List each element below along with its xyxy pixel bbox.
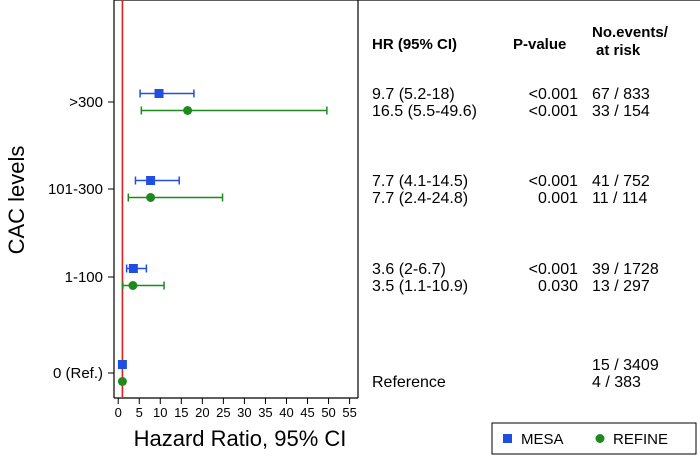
- category-label-300: >300: [69, 94, 103, 111]
- mesa-300-hr-text: 9.7 (5.2-18): [372, 86, 455, 103]
- mesa-300-p-value: <0.001: [529, 86, 578, 103]
- category-label-1-100: 1-100: [65, 269, 103, 286]
- x-tick-label-50: 50: [321, 405, 335, 420]
- refine-1-100-point: [128, 281, 138, 290]
- refine-300-hr-text: 16.5 (5.5-49.6): [372, 103, 477, 120]
- x-axis-title: Hazard Ratio, 95% CI: [134, 426, 347, 451]
- mesa-101-300-hr-text: 7.7 (4.1-14.5): [372, 173, 468, 190]
- mesa-300-events: 67 / 833: [592, 86, 650, 103]
- header-p-value: P-value: [513, 36, 566, 53]
- legend-refine-marker: [595, 434, 605, 443]
- x-tick-label-0: 0: [115, 405, 122, 420]
- refine-101-300-point: [146, 193, 156, 202]
- mesa-1-100-p-value: <0.001: [529, 261, 578, 278]
- mesa-0-ref-point: [117, 360, 127, 369]
- legend: MESA REFINE: [491, 422, 697, 455]
- refine-0-ref-hr-text: Reference: [372, 374, 446, 391]
- x-tick-label-10: 10: [153, 405, 167, 420]
- mesa-101-300-p-value: <0.001: [529, 173, 578, 190]
- category-label-101-300: 101-300: [48, 181, 103, 198]
- x-tick-label-55: 55: [342, 405, 356, 420]
- mesa-300-point: [154, 89, 164, 98]
- legend-box: [491, 422, 697, 455]
- mesa-101-300-events: 41 / 752: [592, 173, 650, 190]
- x-tick-label-25: 25: [216, 405, 230, 420]
- x-tick-label-15: 15: [174, 405, 188, 420]
- category-label-0-ref: 0 (Ref.): [53, 365, 103, 382]
- header-hr: HR (95% CI): [372, 36, 457, 53]
- header-events-line1: No.events/: [592, 24, 669, 41]
- legend-mesa-label: MESA: [521, 431, 564, 448]
- x-tick-label-30: 30: [237, 405, 251, 420]
- header-events-line2: at risk: [596, 42, 641, 59]
- refine-300-p-value: <0.001: [529, 103, 578, 120]
- y-axis-title: CAC levels: [4, 146, 29, 255]
- refine-300-events: 33 / 154: [592, 103, 650, 120]
- legend-refine-label: REFINE: [613, 431, 668, 448]
- refine-1-100-p-value: 0.030: [538, 278, 578, 295]
- refine-0-ref-events: 4 / 383: [592, 374, 641, 391]
- x-tick-label-5: 5: [136, 405, 143, 420]
- mesa-0-ref-events: 15 / 3409: [592, 357, 659, 374]
- refine-300-point: [183, 106, 193, 115]
- refine-101-300-p-value: 0.001: [538, 190, 578, 207]
- refine-1-100-events: 13 / 297: [592, 278, 650, 295]
- refine-101-300-events: 11 / 114: [592, 190, 648, 207]
- refine-101-300-hr-text: 7.7 (2.4-24.8): [372, 190, 468, 207]
- x-tick-label-20: 20: [195, 405, 209, 420]
- mesa-1-100-point: [128, 264, 138, 273]
- legend-mesa-marker: [503, 434, 512, 443]
- mesa-1-100-hr-text: 3.6 (2-6.7): [372, 261, 446, 278]
- x-tick-label-35: 35: [258, 405, 272, 420]
- x-tick-label-40: 40: [279, 405, 293, 420]
- refine-1-100-hr-text: 3.5 (1.1-10.9): [372, 278, 468, 295]
- refine-0-ref-point: [117, 377, 127, 386]
- mesa-101-300-point: [146, 176, 156, 185]
- mesa-1-100-events: 39 / 1728: [592, 261, 659, 278]
- x-tick-label-45: 45: [300, 405, 314, 420]
